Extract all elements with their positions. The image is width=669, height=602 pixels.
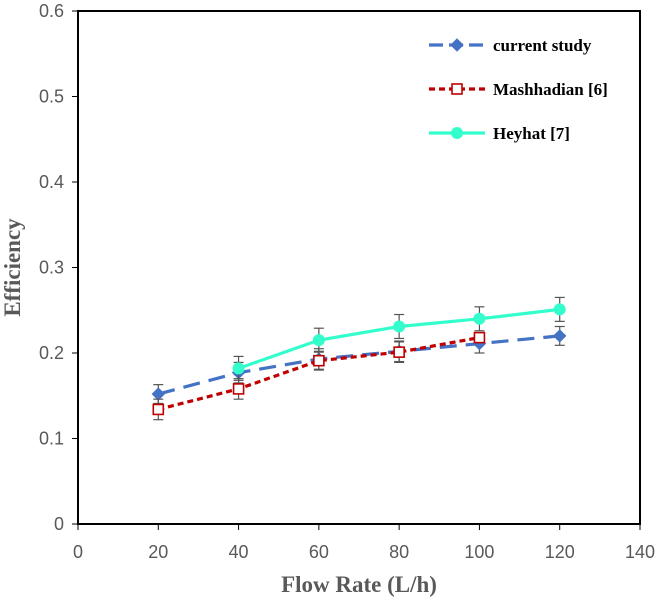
legend: current study Mashhadian [6] Heyhat [7]	[429, 36, 608, 143]
legend-label: Heyhat [7]	[493, 124, 570, 143]
circle-marker	[553, 303, 566, 316]
y-axis-title: Efficiency	[0, 218, 25, 317]
circle-marker	[232, 362, 245, 375]
plot-area	[78, 11, 640, 524]
y-tick-label: 0.4	[39, 172, 64, 192]
series-line	[157, 334, 560, 396]
axes-layer: 0 20 40 60 80 100 120 140 0 0.1 0.2 0.3 0.4 0.5 0.6	[39, 1, 655, 562]
y-tick-label: 0.6	[39, 1, 64, 21]
y-tick-label: 0.1	[39, 429, 64, 449]
x-tick-label: 140	[625, 542, 655, 562]
legend-entry-2: Heyhat [7]	[429, 124, 570, 143]
open-square-marker	[393, 346, 405, 358]
circle-marker	[393, 320, 406, 333]
x-tick-label: 0	[73, 542, 83, 562]
plot-background	[78, 11, 640, 524]
diamond-marker	[450, 38, 464, 52]
x-tick-label: 20	[148, 542, 168, 562]
open-square-marker	[313, 354, 325, 367]
circle-marker	[473, 312, 486, 325]
series-layer	[151, 296, 567, 421]
legend-entry-0: current study	[429, 36, 592, 55]
x-tick-label: 100	[464, 542, 494, 562]
x-tick-label: 120	[545, 542, 575, 562]
open-square-marker	[152, 403, 165, 416]
diamond-marker	[553, 329, 567, 343]
series-1	[152, 331, 486, 421]
legend-label: current study	[493, 36, 592, 55]
series-line	[157, 336, 480, 411]
y-tick-label: 0	[54, 514, 64, 534]
series-2	[232, 296, 566, 381]
plot-frame	[77, 10, 641, 525]
x-axis-title: Flow Rate (L/h)	[281, 572, 437, 597]
legend-label: Mashhadian [6]	[493, 80, 608, 99]
y-tick-label: 0.3	[39, 258, 64, 278]
y-tick-label: 0.2	[39, 343, 64, 363]
x-tick-label: 40	[229, 542, 249, 562]
circle-marker	[451, 127, 463, 139]
x-tick-label: 80	[389, 542, 409, 562]
open-square-marker	[473, 331, 486, 344]
open-square-marker	[232, 383, 245, 395]
x-tick-label: 60	[309, 542, 329, 562]
open-square-marker	[451, 83, 463, 95]
legend-entry-1: Mashhadian [6]	[429, 80, 608, 99]
circle-marker	[312, 334, 325, 347]
y-tick-label: 0.5	[39, 87, 64, 107]
